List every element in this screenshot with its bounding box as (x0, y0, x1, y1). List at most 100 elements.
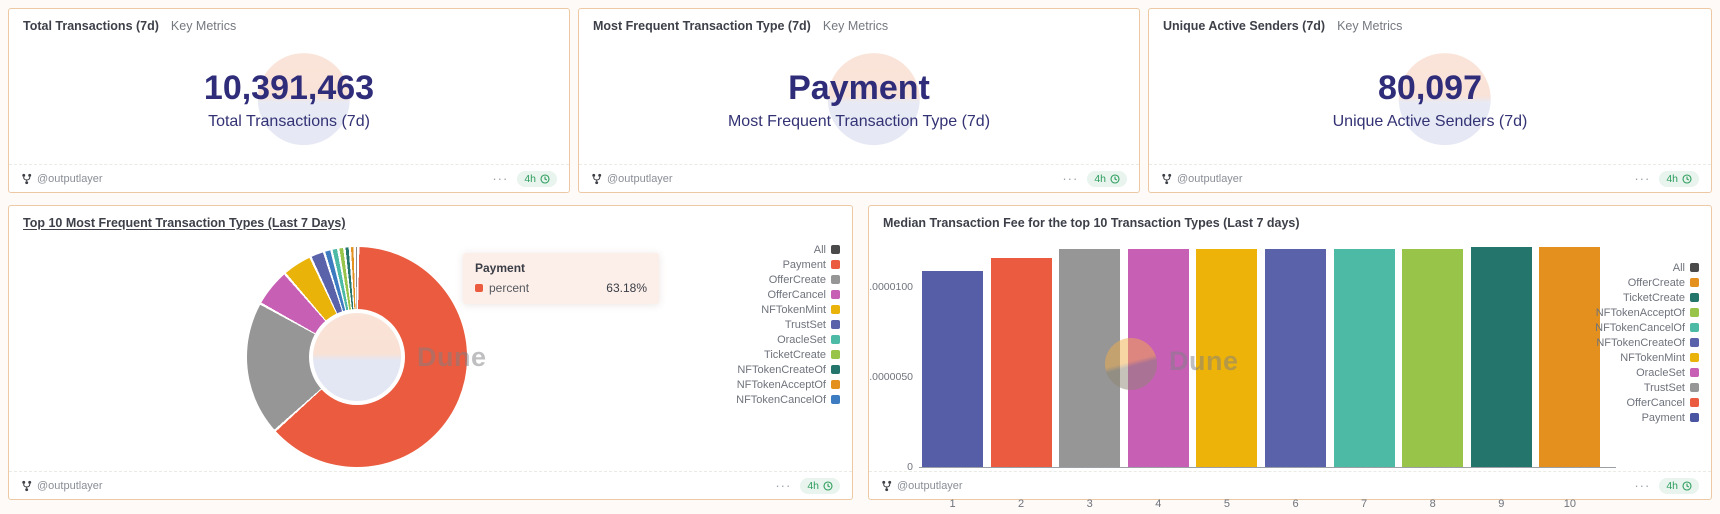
fork-icon (1162, 173, 1172, 184)
legend-item-NFTokenCancelOf[interactable]: NFTokenCancelOf (736, 392, 840, 407)
legend-item-Payment[interactable]: Payment (1642, 410, 1699, 425)
bar-OfferCreate[interactable] (1539, 247, 1601, 467)
author-link[interactable]: @outputlayer (37, 479, 103, 492)
more-options-button[interactable]: ··· (775, 477, 792, 493)
bar-NFTokenCancelOf[interactable] (1333, 249, 1395, 467)
refresh-age-label: 4h (1666, 479, 1678, 492)
legend-swatch (1690, 308, 1699, 317)
clock-icon (1682, 480, 1692, 491)
legend-item-NFTokenCreateOf[interactable]: NFTokenCreateOf (737, 362, 840, 377)
refresh-age-badge[interactable]: 4h (517, 170, 557, 187)
author-link[interactable]: @outputlayer (607, 172, 673, 185)
more-options-button[interactable]: ··· (1062, 170, 1079, 186)
bar-NFTokenCreateOf[interactable] (1265, 249, 1326, 467)
fork-icon (22, 480, 32, 491)
clock-icon (823, 480, 833, 491)
dune-watermark-circle (827, 52, 920, 145)
legend-label: NFTokenMint (1620, 351, 1685, 364)
bar-NFTokenMint[interactable] (1196, 249, 1258, 467)
metric-card-title[interactable]: Most Frequent Transaction Type (7d) (593, 19, 811, 33)
legend-item-NFTokenAcceptOf[interactable]: NFTokenAcceptOf (1596, 305, 1699, 320)
refresh-age-badge[interactable]: 4h (1087, 170, 1127, 187)
fork-icon (22, 173, 32, 184)
metric-card-dashboard-link[interactable]: Key Metrics (170, 19, 237, 33)
bar-TicketCreate[interactable] (1470, 247, 1532, 467)
bar-card-title[interactable]: Median Transaction Fee for the top 10 Tr… (883, 216, 1300, 230)
legend-item-NFTokenCancelOf[interactable]: NFTokenCancelOf (1595, 320, 1699, 335)
legend-item-OracleSet[interactable]: OracleSet (1636, 365, 1699, 380)
x-tick-label: 6 (1292, 498, 1299, 510)
legend-swatch (831, 275, 840, 284)
legend-item-NFTokenAcceptOf[interactable]: NFTokenAcceptOf (737, 377, 840, 392)
y-tick-label: .0000100 (869, 281, 913, 293)
donut-hole (309, 309, 405, 405)
bar-legend: All OfferCreate TicketCreate NFTokenAcceptO… (1595, 260, 1699, 425)
legend-item-OfferCancel[interactable]: OfferCancel (1627, 395, 1699, 410)
refresh-age-badge[interactable]: 4h (800, 477, 840, 494)
author-link[interactable]: @outputlayer (897, 479, 963, 492)
metric-card-body: 80,097 Unique Active Senders (7d) (1149, 37, 1711, 164)
legend-label: TrustSet (784, 318, 826, 331)
refresh-age-badge[interactable]: 4h (1659, 477, 1699, 494)
x-tick-label: 10 (1563, 498, 1577, 510)
bar-Payment[interactable] (922, 271, 983, 467)
legend-item-TicketCreate[interactable]: TicketCreate (764, 347, 840, 362)
legend-item-OfferCancel[interactable]: OfferCancel (768, 287, 840, 302)
metric-card-title[interactable]: Unique Active Senders (7d) (1163, 19, 1326, 33)
clock-icon (1682, 173, 1692, 184)
legend-item-OfferCreate[interactable]: OfferCreate (1628, 275, 1699, 290)
legend-label: OracleSet (777, 333, 826, 346)
legend-item-NFTokenMint[interactable]: NFTokenMint (761, 302, 840, 317)
legend-swatch (1690, 398, 1699, 407)
legend-swatch (1690, 353, 1699, 362)
author-link[interactable]: @outputlayer (1177, 172, 1243, 185)
legend-item-NFTokenMint[interactable]: NFTokenMint (1620, 350, 1699, 365)
donut-card-title[interactable]: Top 10 Most Frequent Transaction Types (… (23, 216, 346, 230)
legend-swatch (1690, 323, 1699, 332)
legend-item-Payment[interactable]: Payment (783, 257, 840, 272)
legend-label: Payment (1641, 411, 1685, 424)
y-tick-label: .0000050 (869, 371, 913, 383)
legend-item-TrustSet[interactable]: TrustSet (1644, 380, 1699, 395)
author-link[interactable]: @outputlayer (37, 172, 103, 185)
metric-card-dashboard-link[interactable]: Key Metrics (1337, 19, 1403, 33)
more-options-button[interactable]: ··· (1634, 477, 1651, 493)
legend-swatch (1690, 263, 1699, 272)
legend-label: OfferCreate (768, 273, 826, 286)
legend-item-All[interactable]: All (1673, 260, 1699, 275)
legend-item-TrustSet[interactable]: TrustSet (785, 317, 840, 332)
refresh-age-label: 4h (807, 479, 819, 492)
clock-icon (540, 173, 550, 184)
metric-card-dashboard-link[interactable]: Key Metrics (822, 19, 889, 33)
bar-NFTokenAcceptOf[interactable] (1402, 249, 1464, 467)
legend-swatch (1690, 278, 1699, 287)
legend-item-TicketCreate[interactable]: TicketCreate (1623, 290, 1699, 305)
metric-label: Most Frequent Transaction Type (7d) (727, 112, 991, 130)
legend-label: All (1672, 261, 1685, 274)
legend-item-OfferCreate[interactable]: OfferCreate (769, 272, 840, 287)
metric-card-header: Most Frequent Transaction Type (7d) Key … (579, 9, 1139, 37)
card-footer: @outputlayer ··· 4h (579, 164, 1139, 192)
legend-label: NFTokenMint (761, 303, 826, 316)
dune-watermark-text: Dune (417, 342, 487, 372)
legend-swatch (831, 305, 840, 314)
bar-OfferCancel[interactable] (990, 258, 1052, 467)
x-axis-line (919, 467, 1616, 468)
refresh-age-badge[interactable]: 4h (1659, 170, 1699, 187)
donut-chart[interactable] (247, 247, 467, 467)
legend-swatch (831, 245, 840, 254)
more-options-button[interactable]: ··· (492, 170, 509, 186)
fork-icon (592, 173, 602, 184)
legend-item-All[interactable]: All (814, 242, 840, 257)
legend-swatch (831, 320, 840, 329)
legend-label: All (813, 243, 826, 256)
legend-label: NFTokenCancelOf (1595, 321, 1685, 334)
metric-card-header: Total Transactions (7d) Key Metrics (9, 9, 569, 37)
legend-item-NFTokenCreateOf[interactable]: NFTokenCreateOf (1596, 335, 1699, 350)
metric-card-body: Payment Most Frequent Transaction Type (… (579, 37, 1139, 164)
legend-label: NFTokenAcceptOf (1595, 306, 1685, 319)
more-options-button[interactable]: ··· (1634, 170, 1651, 186)
legend-item-OracleSet[interactable]: OracleSet (777, 332, 840, 347)
y-tick-label: 0 (907, 461, 913, 473)
metric-card-title[interactable]: Total Transactions (7d) (23, 19, 159, 33)
